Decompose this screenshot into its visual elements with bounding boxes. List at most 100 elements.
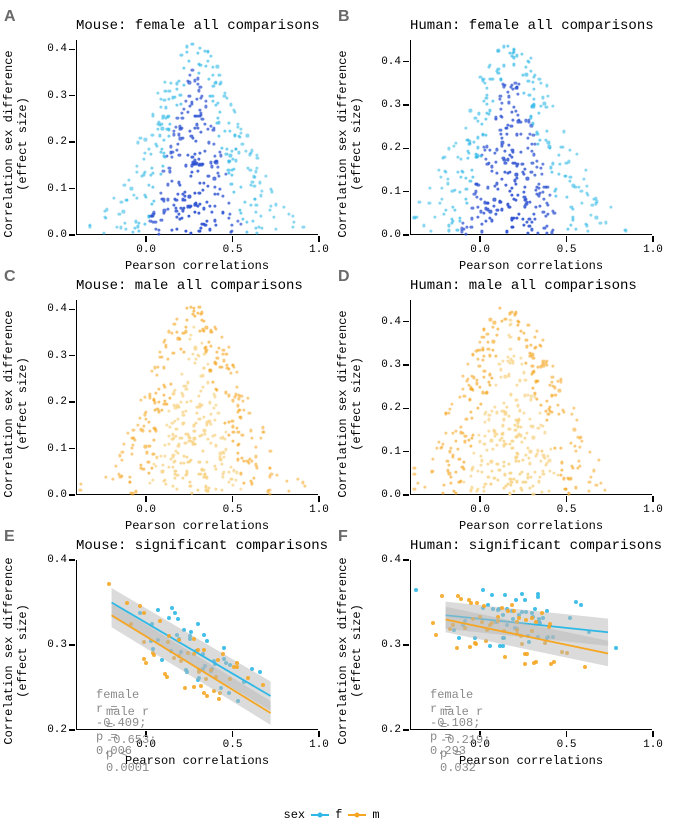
scatter-point bbox=[161, 147, 164, 150]
ytick bbox=[403, 234, 409, 236]
scatter-point bbox=[548, 469, 551, 472]
ytick-label: 0.3 bbox=[381, 639, 401, 651]
scatter-point bbox=[173, 95, 176, 98]
scatter-point bbox=[155, 373, 158, 376]
scatter-point bbox=[225, 353, 228, 356]
scatter-point bbox=[449, 408, 452, 411]
scatter-point bbox=[476, 120, 479, 123]
scatter-point bbox=[250, 149, 253, 152]
ytick bbox=[403, 559, 409, 561]
scatter-point bbox=[222, 456, 225, 459]
scatter-point bbox=[515, 87, 518, 90]
xtick-label: 0.0 bbox=[470, 504, 490, 516]
scatter-point bbox=[205, 200, 208, 203]
scatter-point bbox=[494, 151, 497, 154]
scatter-point bbox=[170, 229, 173, 232]
scatter-point bbox=[186, 381, 189, 384]
scatter-point bbox=[212, 407, 215, 410]
scatter-point bbox=[202, 416, 205, 419]
scatter-point bbox=[490, 376, 493, 379]
scatter-point bbox=[193, 429, 196, 432]
scatter-point bbox=[526, 137, 529, 140]
scatter-point bbox=[235, 427, 238, 430]
scatter-point bbox=[531, 386, 534, 389]
scatter-point bbox=[551, 364, 554, 367]
scatter-point bbox=[597, 459, 600, 462]
scatter-point bbox=[179, 94, 182, 97]
scatter-point bbox=[478, 364, 481, 367]
scatter-point bbox=[510, 84, 513, 87]
scatter-point bbox=[177, 417, 180, 420]
scatter-point bbox=[147, 461, 150, 464]
scatter-point bbox=[151, 369, 154, 372]
scatter-point bbox=[179, 401, 182, 404]
scatter-point bbox=[511, 187, 514, 190]
scatter-point bbox=[199, 313, 202, 316]
scatter-point bbox=[190, 171, 193, 174]
scatter-point bbox=[240, 395, 243, 398]
scatter-point bbox=[443, 212, 446, 215]
scatter-point bbox=[164, 89, 167, 92]
scatter-point bbox=[204, 105, 207, 108]
scatter-point bbox=[195, 358, 198, 361]
scatter-point bbox=[211, 434, 214, 437]
scatter-point bbox=[240, 186, 243, 189]
scatter-point bbox=[525, 345, 528, 348]
scatter-point bbox=[516, 194, 519, 197]
scatter-point bbox=[160, 219, 163, 222]
scatter-point bbox=[447, 177, 450, 180]
scatter-point bbox=[207, 77, 210, 80]
ytick bbox=[403, 104, 409, 106]
scatter-point bbox=[160, 409, 163, 412]
scatter-point bbox=[249, 204, 252, 207]
scatter-point bbox=[442, 491, 445, 494]
scatter-point bbox=[221, 195, 224, 198]
scatter-point bbox=[184, 100, 187, 103]
scatter-point bbox=[507, 44, 510, 47]
scatter-point bbox=[475, 196, 478, 199]
scatter-point bbox=[453, 189, 456, 192]
ytick-label: 0.0 bbox=[47, 489, 67, 501]
scatter-point bbox=[542, 472, 545, 475]
scatter-point bbox=[153, 211, 156, 214]
scatter-point bbox=[202, 330, 205, 333]
scatter-point bbox=[465, 379, 468, 382]
scatter-point bbox=[288, 490, 291, 493]
scatter-point bbox=[514, 179, 517, 182]
scatter-point bbox=[188, 74, 191, 77]
scatter-point bbox=[482, 328, 485, 331]
scatter-point bbox=[149, 429, 152, 432]
scatter-point bbox=[584, 169, 587, 172]
scatter-point bbox=[269, 449, 272, 452]
scatter-point bbox=[580, 202, 583, 205]
scatter-point bbox=[291, 215, 294, 218]
xtick bbox=[652, 731, 654, 737]
scatter-point bbox=[205, 476, 208, 479]
scatter-point bbox=[198, 418, 201, 421]
scatter-point bbox=[415, 216, 418, 219]
scatter-point bbox=[231, 440, 234, 443]
scatter-point bbox=[201, 163, 204, 166]
xtick bbox=[145, 236, 147, 242]
scatter-point bbox=[467, 363, 470, 366]
scatter-point bbox=[182, 394, 185, 397]
scatter-point bbox=[502, 444, 505, 447]
ylabel-C: Correlation sex difference (effect size) bbox=[2, 304, 30, 504]
scatter-point bbox=[175, 104, 178, 107]
scatter-point bbox=[545, 400, 548, 403]
scatter-point bbox=[196, 51, 199, 54]
scatter-point bbox=[213, 127, 216, 130]
panel-title-E: Mouse: significant comparisons bbox=[76, 538, 328, 554]
scatter-point bbox=[228, 394, 231, 397]
scatter-point bbox=[508, 427, 511, 430]
scatter-point bbox=[191, 352, 194, 355]
scatter-point bbox=[480, 230, 483, 233]
scatter-point bbox=[256, 166, 259, 169]
scatter-point bbox=[195, 123, 198, 126]
scatter-point bbox=[260, 226, 263, 229]
scatter-point bbox=[454, 471, 457, 474]
scatter-point bbox=[136, 196, 139, 199]
scatter-point bbox=[557, 413, 560, 416]
scatter-point bbox=[537, 427, 540, 430]
scatter-point bbox=[573, 428, 576, 431]
